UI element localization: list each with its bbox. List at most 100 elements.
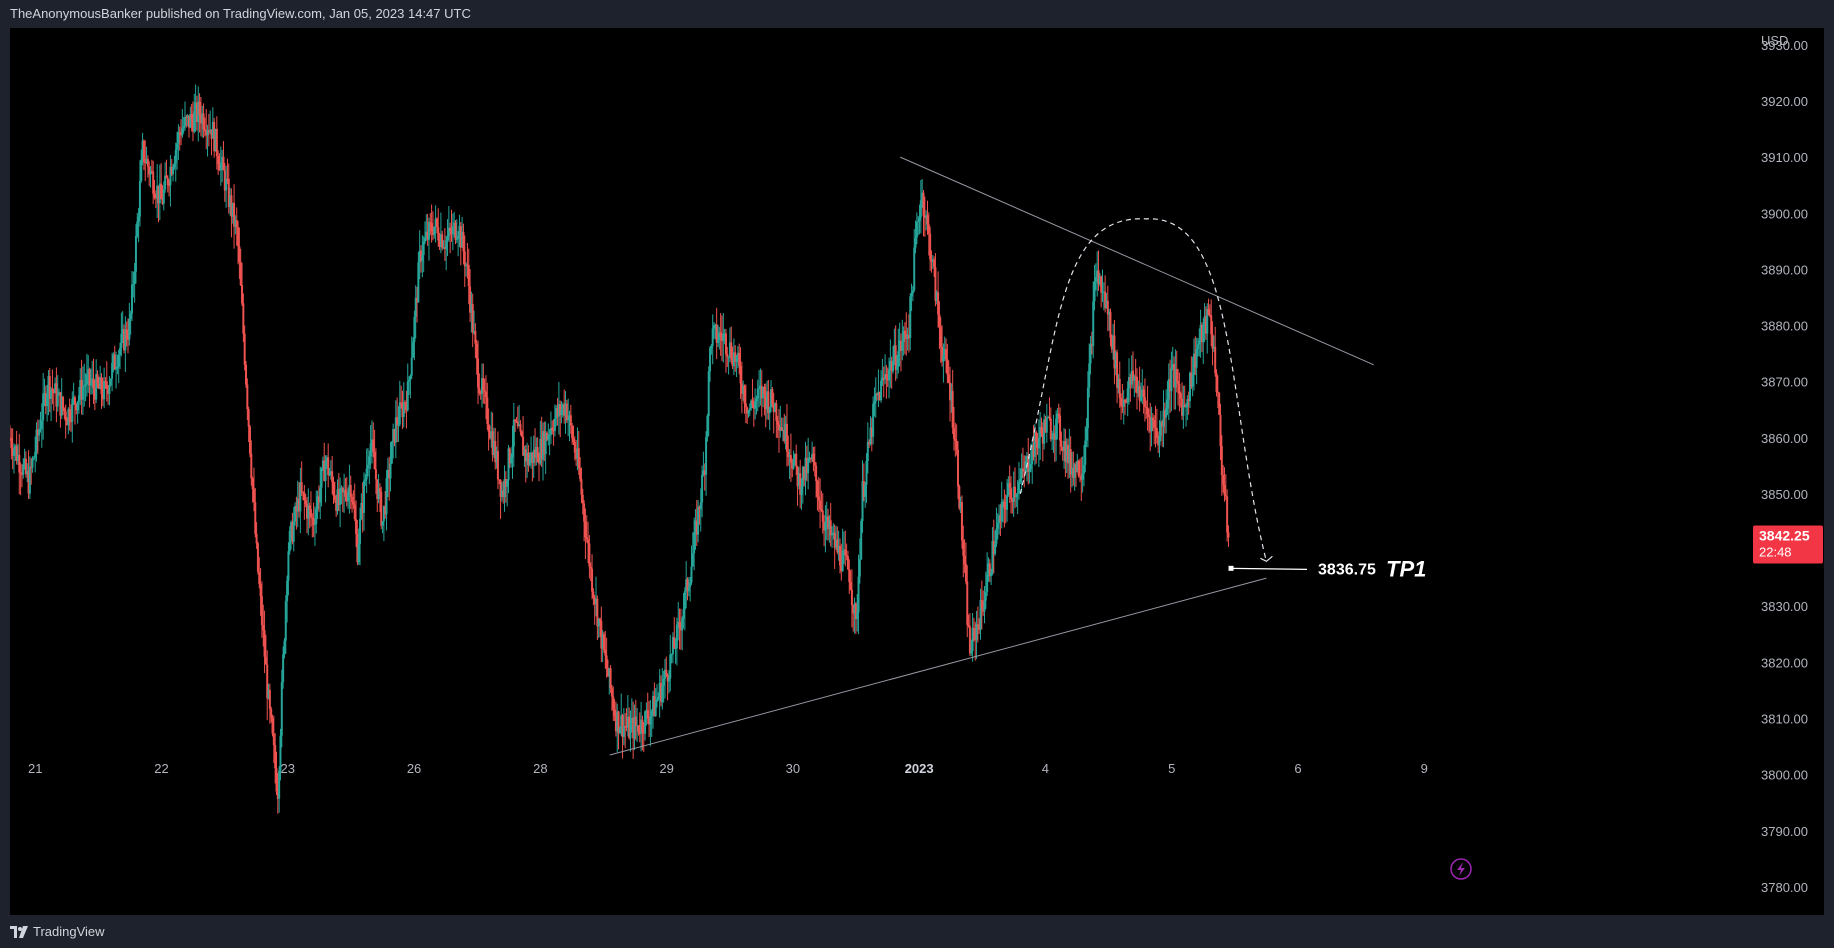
candle-body [853,603,856,614]
candle-body [356,533,359,563]
time-tick-label: 29 [659,761,673,776]
candle-body [605,655,608,669]
candle-body [1179,393,1182,399]
candle-body [1076,460,1079,472]
candle-body [465,264,468,267]
candle-body [783,430,786,441]
candle-body [702,470,705,475]
candle-body [1116,352,1119,388]
time-tick-label: 23 [281,761,295,776]
candle-body [308,505,311,510]
candle-body [1106,300,1109,315]
candle-body [551,427,554,431]
candle-body [1074,464,1077,472]
candle-body [679,628,682,631]
lightning-icon[interactable] [1450,858,1472,880]
candle-body [699,502,702,510]
candle-body [1162,410,1165,427]
candle-body [1036,442,1039,449]
candle-body [846,556,849,570]
candle-body [1040,427,1043,434]
candle-body [663,669,666,679]
candlestick-chart[interactable]: 3836.75 TP1 USD 3930.00 3920.00 3910.00 390… [10,28,1824,915]
candle-body [1167,378,1170,400]
candle-body [772,404,775,413]
candle-body [909,296,912,339]
candle-body [633,716,636,739]
candle-body [288,530,291,552]
candle-body [1138,386,1141,401]
candle-body [917,220,920,222]
candle-body [427,222,430,240]
candle-body [1124,399,1127,403]
candle-body [174,149,177,164]
tradingview-logo-icon[interactable] [10,925,28,938]
candle-body [804,457,807,480]
candle-body [874,393,877,402]
candle-body [759,385,762,389]
candle-body [836,539,839,553]
candle-body [60,396,63,416]
candle-body [685,579,688,591]
candle-body [788,455,791,457]
candle-body [939,327,942,347]
candle-body [435,218,438,228]
candle-body [820,508,823,511]
candle-body [14,445,17,450]
candle-body [68,409,71,422]
candle-body [766,391,769,410]
candle-body [1212,346,1215,349]
candle-body [112,354,115,364]
candle-body [888,369,891,381]
candle-body [325,457,328,462]
candle-body [458,225,461,236]
chart-area[interactable]: 3836.75 TP1 USD 3930.00 3920.00 3910.00 390… [10,28,1824,915]
candle-body [572,438,575,443]
candle-body [361,502,364,513]
candle-body [560,409,563,416]
candle-body [1195,349,1198,368]
candle-body [434,218,437,227]
candle-body [28,466,31,494]
candle-body [1097,270,1100,284]
candle-body [966,581,969,625]
arc-arrow-icon [1260,555,1273,563]
candle-body [276,791,279,799]
candle-body [291,522,294,542]
candle-body [1126,388,1129,403]
candle-body [381,521,384,526]
candle-body [1125,402,1128,404]
candle-body [222,156,225,171]
candle-body [1185,406,1188,408]
candle-body [968,626,971,654]
candle-body [829,520,832,536]
candle-body [943,349,946,356]
time-axis: 21 22 23 26 28 29 30 2023 4 5 6 9 [28,761,1428,776]
candle-body [962,540,965,556]
candle-body [324,461,327,481]
candle-body [416,297,419,303]
candle-body [1101,291,1104,293]
candle-body [1069,448,1072,475]
candle-body [768,406,771,414]
candle-body [581,494,584,504]
candle-body [385,478,388,515]
candle-body [650,710,653,717]
candle-body [392,429,395,442]
candle-body [1002,501,1005,503]
candle-body [1163,410,1166,418]
candle-body [695,520,698,535]
candle-body [44,392,47,407]
candle-body [467,264,470,287]
candle-body [225,178,228,191]
footer-brand[interactable]: TradingView [33,924,105,939]
candle-body [1032,444,1035,457]
candle-body [363,480,366,513]
candle-body [609,668,612,689]
candle-body [92,378,95,388]
candle-body [223,170,226,191]
price-tick-label: 3880.00 [1761,319,1808,334]
candle-body [193,111,196,132]
candle-body [101,394,104,400]
candle-body [425,231,428,238]
